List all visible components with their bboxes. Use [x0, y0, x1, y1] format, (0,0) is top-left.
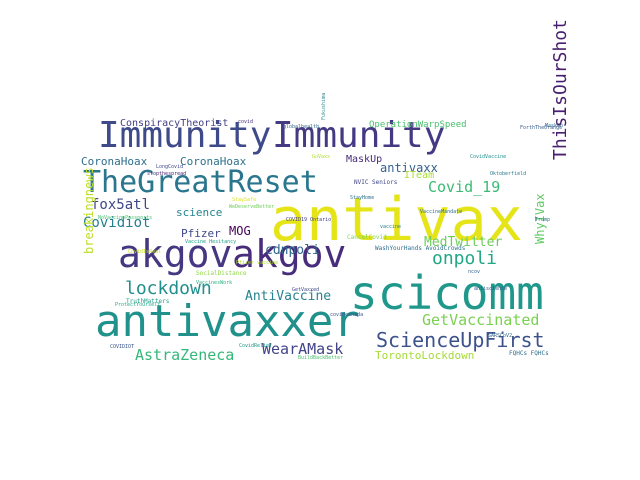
cloud-word: ForthTheOrange [520, 125, 563, 131]
cloud-word: WeDeserveBetter [229, 204, 275, 210]
cloud-word: CancelCovid [347, 234, 387, 241]
cloud-word: ConspiracyTheorist [120, 118, 229, 129]
cloud-word: GoVaxx [312, 154, 331, 160]
cloud-word: VaccineMandate [420, 209, 463, 215]
cloud-word: onpoli [432, 248, 498, 269]
cloud-word: CovidIsReal [128, 249, 162, 255]
cloud-word: ThisIsOurShot [550, 19, 571, 160]
cloud-word: StaySafe [232, 197, 257, 203]
cloud-word: AntiVaccine [245, 289, 332, 304]
cloud-word: ncov [468, 269, 481, 275]
cloud-word: MaskOn [545, 123, 564, 129]
cloud-word: akgov [118, 232, 233, 276]
cloud-word: AstraZeneca [135, 346, 235, 364]
cloud-word: akgov [232, 232, 347, 276]
cloud-word: Pfizer [181, 227, 221, 240]
cloud-word: Pfizer vaccine [236, 260, 279, 266]
cloud-word: CovidVaccine [470, 154, 507, 160]
cloud-word: WashYourHands AvoidCrowds [375, 245, 466, 252]
cloud-word: Fukushima [321, 92, 327, 120]
cloud-word: antivax [270, 185, 523, 255]
cloud-word: lockdown [125, 278, 212, 299]
cloud-word: Vaccine Hesitancy [185, 239, 237, 245]
cloud-word: TorontoLockdown [375, 349, 475, 362]
cloud-word: Trump [535, 217, 551, 223]
cloud-word: Covid_19 [428, 178, 501, 196]
cloud-word: NVIC Seniors [354, 179, 398, 186]
cloud-word: LongCovid [156, 164, 184, 170]
cloud-word: cdnpoli [265, 243, 320, 258]
cloud-word: Covidiot [83, 215, 151, 231]
cloud-word: vaccine [380, 224, 402, 230]
cloud-word: Oktoberfield [490, 171, 527, 177]
cloud-word: CoronaHoax [180, 155, 247, 168]
cloud-word: antivaxxer [95, 296, 360, 347]
cloud-word: MedTwitter [424, 235, 503, 250]
cloud-word: SARSCoV2 [488, 333, 513, 339]
cloud-word: antiscience [474, 286, 508, 292]
cloud-word: ITeam [404, 170, 435, 181]
cloud-word: science [176, 206, 223, 219]
cloud-word: BuildBackBetter [298, 355, 344, 361]
cloud-word: CovidRelief [239, 343, 273, 349]
cloud-word: TheGreatReset [83, 165, 318, 200]
cloud-word: FQHCs FQHCs [509, 350, 549, 357]
cloud-word: VaccinesWork [196, 280, 233, 286]
cloud-word: covidcanada [330, 312, 364, 318]
cloud-word: StayHome [350, 195, 375, 201]
cloud-word: covid [238, 119, 254, 125]
cloud-word: stopthespread [147, 171, 187, 177]
cloud-word: ProtectYourself [115, 302, 161, 308]
cloud-word: MOG [229, 224, 251, 238]
cloud-word: COVIDIOT [110, 344, 135, 350]
cloud-word: TruthMatters [126, 298, 170, 305]
cloud-word: ScienceUpFirst [376, 328, 545, 352]
cloud-word: Immunity [272, 115, 446, 156]
cloud-word: WearAMask [262, 340, 344, 358]
cloud-word: NoVaccinePassports [98, 215, 153, 221]
cloud-word: scicomm [350, 266, 544, 320]
cloud-word: SocialDistance [196, 270, 247, 277]
cloud-word: fox5atl [91, 197, 151, 213]
cloud-word: globalhealth [283, 124, 320, 130]
cloud-word: OperationWarpSpeed [369, 120, 467, 130]
cloud-word: Immunity [98, 115, 272, 156]
cloud-word: COVID19 Ontario [286, 217, 332, 223]
cloud-word: antivaxx [380, 161, 438, 175]
cloud-word: GetVaxxed [292, 287, 320, 293]
cloud-word: breakingnews [82, 167, 96, 254]
cloud-word: GetVaccinated [422, 311, 540, 329]
cloud-word: CoronaHoax [81, 155, 148, 168]
cloud-word: MaskUp [346, 154, 383, 165]
